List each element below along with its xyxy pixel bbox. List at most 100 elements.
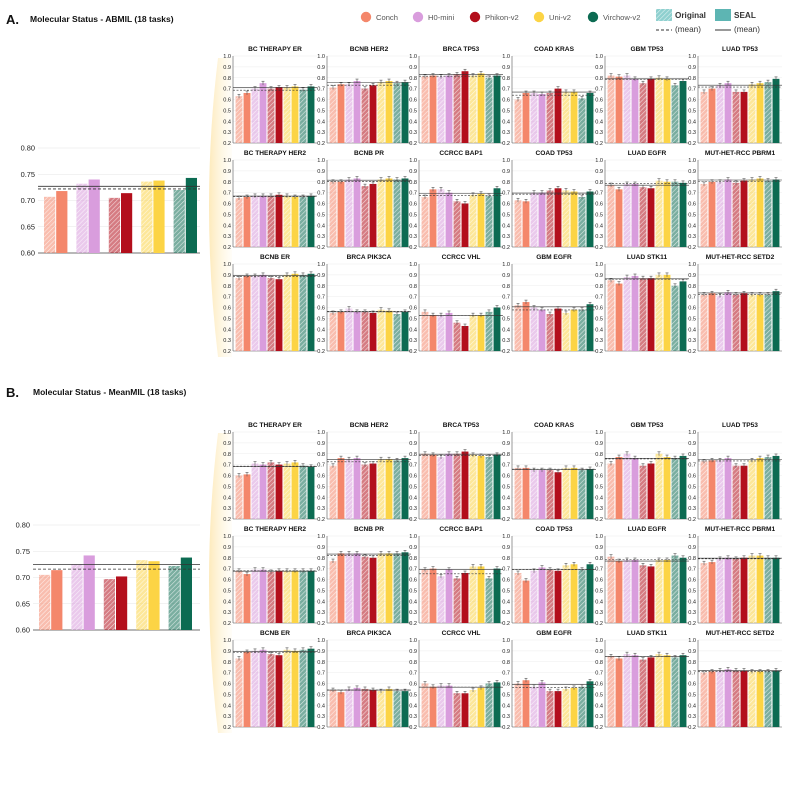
a-4-bar-0-hatch (607, 75, 615, 143)
b-1-ytick-4: 0.6 (317, 474, 325, 480)
a-10-bar-1 (615, 189, 623, 247)
b-3-ytick-8: 1.0 (502, 430, 510, 436)
a-subplot-ccrcc-vhl: CCRCC VHL 0.2 0.3 0.4 0.5 0.6 0.7 0.8 0.9 1.0 (409, 254, 503, 355)
b-13-bar-1 (337, 692, 345, 727)
b-11-ytick-5: 0.7 (688, 567, 696, 573)
a-2-ytick-8: 1.0 (409, 54, 417, 60)
a-subplot-title-coad-tp53: COAD TP53 (535, 150, 572, 157)
b-10-ytick-4: 0.6 (595, 578, 603, 584)
b-11-bar-2-hatch (716, 558, 724, 623)
b-17-bar-5 (740, 670, 748, 727)
b-12-ytick-2: 0.4 (223, 703, 231, 709)
a-16-ytick-8: 1.0 (595, 262, 603, 268)
a-subplot-coad-kras: COAD KRAS 0.2 0.3 0.4 0.5 0.6 0.7 0.8 0.9 1.0 (502, 46, 596, 147)
a-9-bar-6-hatch (562, 190, 570, 247)
a-2-ytick-1: 0.3 (409, 130, 417, 136)
b-15-bar-6-hatch (562, 688, 570, 727)
b-subplot-title-luad-stk11: LUAD STK11 (627, 630, 668, 637)
b-2-ytick-1: 0.3 (409, 506, 417, 512)
a-2-bar-1 (429, 75, 437, 143)
b-5-ytick-4: 0.6 (688, 474, 696, 480)
b-13-ytick-3: 0.5 (317, 692, 325, 698)
a-summary-bar-h0-mini-original-hatch (76, 183, 88, 253)
a-7-ytick-3: 0.5 (317, 212, 325, 218)
b-1-bar-8-hatch (393, 460, 401, 519)
a-4-bar-8-hatch (671, 85, 679, 143)
b-16-ytick-0: 0.2 (595, 725, 603, 731)
a-6-ytick-0: 0.2 (223, 245, 231, 251)
a-0-ytick-3: 0.5 (223, 108, 231, 114)
a-11-ytick-4: 0.6 (688, 202, 696, 208)
a-4-bar-1 (615, 76, 623, 143)
a-4-bar-4-hatch (639, 83, 647, 143)
a-6-ytick-4: 0.6 (223, 202, 231, 208)
a-2-bar-5 (461, 71, 469, 143)
a-16-bar-0-hatch (607, 280, 615, 351)
b-13-bar-7 (385, 688, 393, 727)
a-16-ytick-1: 0.3 (595, 338, 603, 344)
a-summary-bar-h0-mini-seal (88, 179, 100, 253)
a-3-bar-0-hatch (514, 99, 522, 143)
b-8-bar-9 (493, 568, 501, 623)
a-4-ytick-4: 0.6 (595, 98, 603, 104)
a-subplot-bc-therapy-er: BC THERAPY ER 0.2 0.3 0.4 0.5 0.6 0.7 0.8 0.9 1.0 (223, 46, 317, 147)
b-15-bar-5 (554, 691, 562, 727)
a-8-bar-7 (477, 193, 485, 247)
a-0-ytick-5: 0.7 (223, 87, 231, 93)
b-9-ytick-3: 0.5 (502, 588, 510, 594)
a-8-bar-4-hatch (453, 201, 461, 247)
a-11-bar-0-hatch (700, 183, 708, 247)
a-10-ytick-4: 0.6 (595, 202, 603, 208)
b-13-bar-9 (401, 691, 409, 727)
b-3-bar-9 (586, 468, 594, 519)
a-10-ytick-1: 0.3 (595, 234, 603, 240)
a-10-ytick-6: 0.8 (595, 180, 603, 186)
a-14-bar-7 (477, 315, 485, 351)
b-11-bar-4-hatch (732, 558, 740, 623)
b-5-bar-1 (708, 460, 716, 519)
a-5-ytick-4: 0.6 (688, 98, 696, 104)
a-14-bar-2-hatch (437, 315, 445, 351)
b-16-ytick-5: 0.7 (595, 671, 603, 677)
b-1-bar-4-hatch (361, 464, 369, 519)
b-1-ytick-2: 0.4 (317, 495, 325, 501)
a-5-bar-3 (724, 83, 732, 143)
a-7-bar-0-hatch (329, 181, 337, 247)
a-17-ytick-3: 0.5 (688, 316, 696, 322)
legend-swatch-conch (360, 11, 372, 23)
a-summary-ytick-3: 0.75 (21, 170, 35, 179)
a-17-bar-6-hatch (748, 294, 756, 351)
b-15-ytick-5: 0.7 (502, 671, 510, 677)
a-3-ytick-7: 0.9 (502, 65, 510, 71)
a-11-ytick-3: 0.5 (688, 212, 696, 218)
b-0-bar-6-hatch (283, 463, 291, 519)
b-11-bar-5 (740, 557, 748, 623)
b-subplot-brca-pik3ca: BRCA PIK3CA 0.2 0.3 0.4 0.5 0.6 0.7 0.8 0.9 1.0 (317, 630, 411, 731)
a-8-ytick-6: 0.8 (409, 180, 417, 186)
a-17-ytick-7: 0.9 (688, 273, 696, 279)
b-subplot-ccrcc-bap1: CCRCC BAP1 0.2 0.3 0.4 0.5 0.6 0.7 0.8 0.9 1.0 (409, 526, 503, 627)
a-5-ytick-1: 0.3 (688, 130, 696, 136)
b-0-ytick-0: 0.2 (223, 517, 231, 523)
a-10-bar-9 (679, 182, 687, 247)
a-3-bar-4-hatch (546, 92, 554, 143)
a-12-bar-8-hatch (299, 274, 307, 351)
b-9-ytick-2: 0.4 (502, 599, 510, 605)
a-2-bar-8-hatch (485, 77, 493, 143)
b-17-bar-0-hatch (700, 672, 708, 727)
a-9-bar-5 (554, 188, 562, 247)
b-3-ytick-3: 0.5 (502, 484, 510, 490)
b-17-ytick-6: 0.8 (688, 660, 696, 666)
b-8-ytick-7: 0.9 (409, 545, 417, 551)
b-14-ytick-3: 0.5 (409, 692, 417, 698)
a-6-bar-3 (259, 195, 267, 247)
a-10-bar-7 (663, 181, 671, 247)
b-3-bar-1 (522, 467, 530, 519)
a-9-bar-1 (522, 201, 530, 247)
a-8-bar-5 (461, 203, 469, 247)
a-6-bar-9 (307, 195, 315, 247)
a-summary-bar-phikon-v2-seal (121, 193, 133, 253)
b-0-bar-5 (275, 464, 283, 519)
b-13-ytick-6: 0.8 (317, 660, 325, 666)
b-7-bar-8-hatch (393, 553, 401, 623)
